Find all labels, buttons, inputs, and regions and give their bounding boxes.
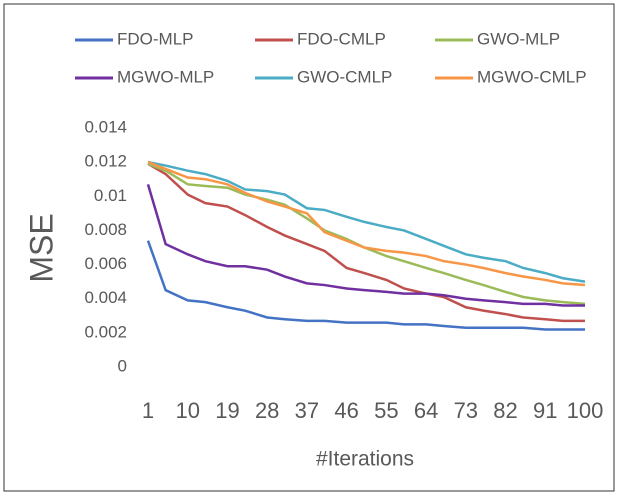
legend-label: GWO-MLP	[477, 29, 560, 48]
y-tick-label: 0.002	[84, 322, 127, 341]
legend-label: GWO-CMLP	[297, 67, 392, 86]
x-tick-label: 1	[142, 398, 154, 423]
series-line	[147, 160, 586, 287]
x-tick-label: 19	[215, 398, 239, 423]
x-tick-label: 46	[334, 398, 358, 423]
series-line	[147, 160, 586, 283]
x-tick-label: 91	[533, 398, 557, 423]
series-line	[146, 240, 585, 331]
x-tick-label: 64	[414, 398, 438, 423]
y-tick-label: 0.012	[84, 152, 127, 171]
x-tick-label: 55	[374, 398, 398, 423]
x-axis-label: #Iterations	[316, 448, 414, 471]
y-tick-label: 0.014	[84, 117, 127, 136]
chart-frame	[3, 3, 615, 492]
x-tick-label: 100	[567, 398, 604, 423]
y-tick-label: 0.008	[84, 220, 127, 239]
y-axis-label: MSE	[23, 213, 59, 282]
x-tick-label: 73	[454, 398, 478, 423]
legend-label: FDO-CMLP	[297, 29, 386, 48]
series-line	[146, 183, 585, 307]
y-tick-label: 0.006	[84, 254, 127, 273]
x-tick-label: 10	[175, 398, 199, 423]
x-tick-label: 37	[295, 398, 319, 423]
x-tick-label: 82	[493, 398, 517, 423]
legend-label: FDO-MLP	[117, 29, 194, 48]
legend-label: MGWO-MLP	[117, 67, 214, 86]
y-tick-label: 0.004	[84, 288, 127, 307]
y-tick-label: 0.01	[94, 186, 127, 205]
x-tick-label: 28	[255, 398, 279, 423]
series-line	[147, 162, 585, 323]
y-tick-label: 0	[118, 356, 127, 375]
legend-label: MGWO-CMLP	[477, 67, 587, 86]
